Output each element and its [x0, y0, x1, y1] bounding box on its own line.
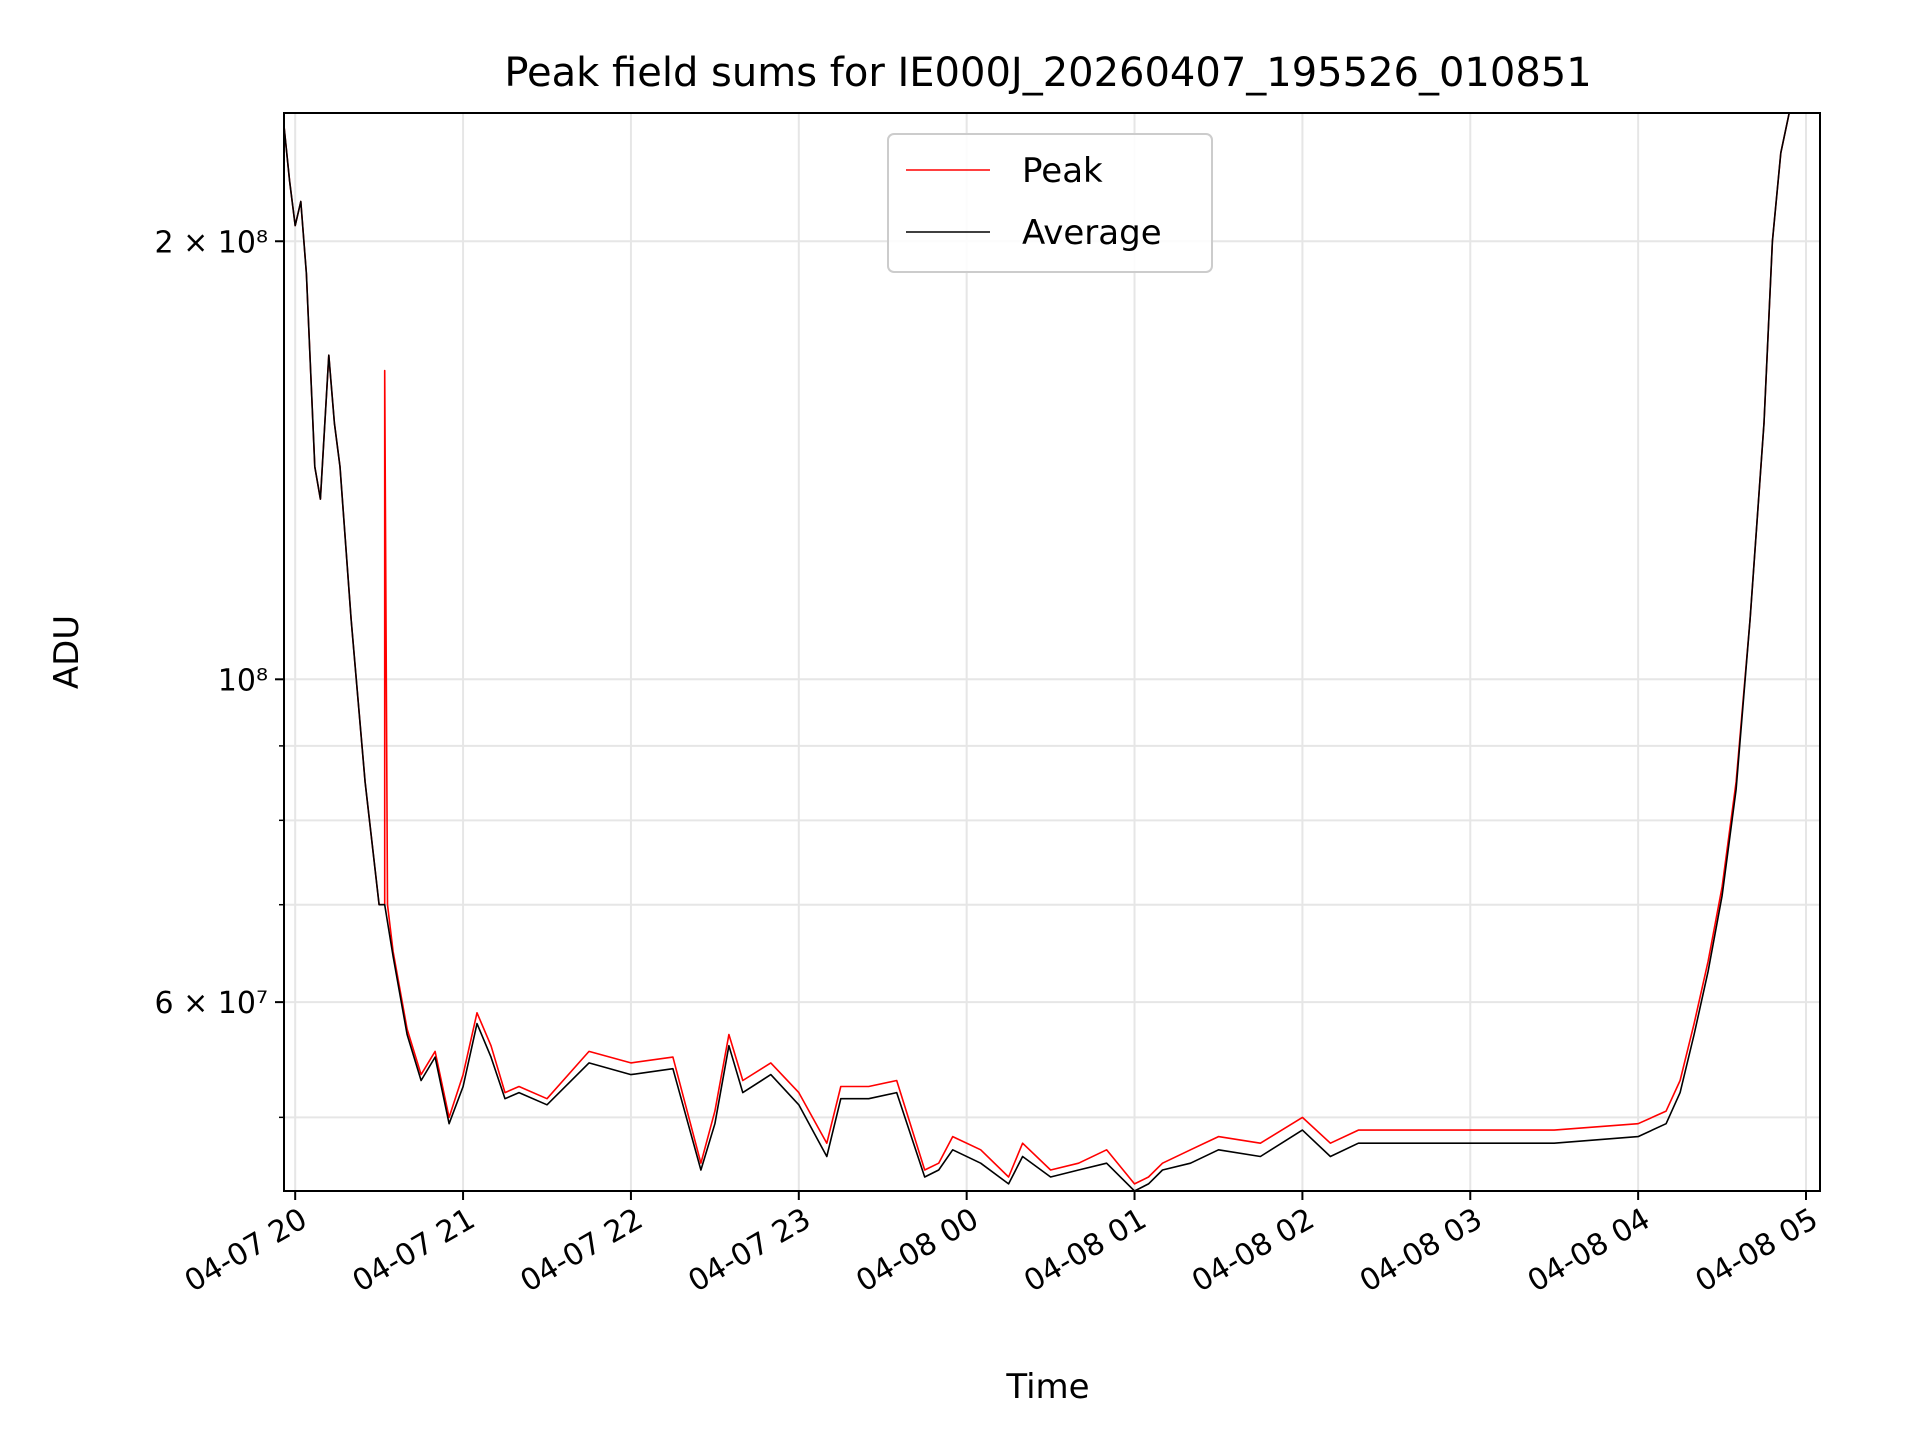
series-line-average	[284, 113, 1790, 1191]
legend: Peak Average	[887, 133, 1213, 273]
y-tick-label: 10⁸	[218, 663, 268, 698]
y-tick-label: 2 × 10⁸	[155, 225, 269, 260]
legend-label-average: Average	[1022, 213, 1162, 253]
legend-box	[887, 133, 1213, 273]
x-axis-label: Time	[1005, 1367, 1089, 1407]
plot-frame	[283, 112, 1821, 1192]
plot-lines	[284, 113, 1790, 1191]
y-tick-label: 6 × 10⁷	[155, 986, 269, 1021]
y-axis-label: ADU	[47, 615, 87, 689]
chart-title: Peak field sums for IE000J_20260407_1955…	[504, 50, 1591, 96]
legend-label-peak: Peak	[1022, 151, 1103, 191]
